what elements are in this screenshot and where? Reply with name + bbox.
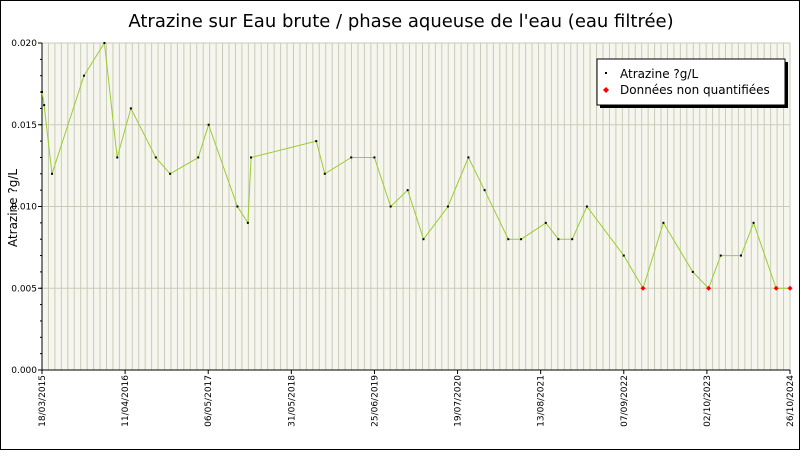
data-point-atrazine xyxy=(752,221,755,224)
data-point-atrazine xyxy=(43,104,46,107)
data-point-atrazine xyxy=(520,238,523,241)
data-point-atrazine xyxy=(483,189,486,192)
legend-box xyxy=(596,58,786,106)
data-point-atrazine xyxy=(169,172,172,175)
data-point-atrazine xyxy=(103,42,106,44)
y-tick-label: 0.005 xyxy=(11,284,37,294)
legend-marker-atrazine xyxy=(605,72,607,74)
data-point-atrazine xyxy=(250,156,253,159)
data-point-atrazine xyxy=(154,156,157,159)
data-point-atrazine xyxy=(129,107,132,110)
y-axis-label: Atrazine ?g/L xyxy=(6,169,20,247)
data-point-non-quantified xyxy=(773,285,779,291)
data-point-atrazine xyxy=(571,238,574,241)
y-tick-label: 0.015 xyxy=(11,121,37,131)
y-tick-label: 0.010 xyxy=(11,203,37,213)
legend-label-atrazine: Atrazine ?g/L xyxy=(620,67,698,81)
data-point-atrazine xyxy=(197,156,200,159)
series-line-atrazine xyxy=(41,41,790,290)
data-point-atrazine xyxy=(315,140,318,143)
x-tick-label: 18/03/2015 xyxy=(38,375,48,427)
data-point-atrazine xyxy=(82,74,85,77)
data-point-atrazine xyxy=(467,156,470,159)
data-point-non-quantified xyxy=(706,285,712,291)
legend: Atrazine ?g/L Données non quantifiées xyxy=(596,58,788,108)
y-tick-label: 0.000 xyxy=(11,366,37,376)
data-point-atrazine xyxy=(719,254,722,257)
data-point-atrazine xyxy=(236,205,239,208)
x-tick-label: 02/10/2023 xyxy=(703,375,713,427)
data-point-atrazine xyxy=(350,156,353,159)
data-point-atrazine xyxy=(373,156,376,159)
x-tick-label: 06/05/2017 xyxy=(204,375,214,427)
data-point-atrazine xyxy=(446,205,449,208)
data-point-atrazine xyxy=(662,221,665,224)
data-point-atrazine xyxy=(622,254,625,257)
y-tick-label: 0.020 xyxy=(11,39,37,49)
axes: 0.000 0.005 0.010 0.015 0.020 18/03/2015 11/04… xyxy=(11,39,796,427)
data-point-atrazine xyxy=(557,238,560,241)
data-point-atrazine xyxy=(51,172,54,175)
data-point-atrazine xyxy=(739,254,742,257)
data-point-atrazine xyxy=(544,221,547,224)
x-tick-label: 11/04/2016 xyxy=(121,375,131,427)
x-tick-label: 19/07/2020 xyxy=(454,375,464,427)
data-point-atrazine xyxy=(691,270,694,273)
legend-label-non-quantified: Données non quantifiées xyxy=(620,83,770,97)
data-point-atrazine xyxy=(207,123,210,126)
x-tick-label: 31/05/2018 xyxy=(287,375,297,427)
data-point-atrazine xyxy=(406,189,409,192)
x-tick-label: 07/09/2022 xyxy=(620,375,630,427)
data-point-atrazine xyxy=(389,205,392,208)
x-tick-label: 26/10/2024 xyxy=(786,375,796,427)
data-point-atrazine xyxy=(116,156,119,159)
legend-marker-non-quantified xyxy=(603,87,609,93)
x-tick-label: 13/08/2021 xyxy=(537,375,547,427)
data-point-atrazine xyxy=(585,205,588,208)
x-tick-label: 25/06/2019 xyxy=(370,375,380,427)
data-point-non-quantified xyxy=(787,285,793,291)
data-point-non-quantified xyxy=(640,285,646,291)
data-point-atrazine xyxy=(41,91,43,94)
chart-title: Atrazine sur Eau brute / phase aqueuse d… xyxy=(128,11,673,32)
data-point-atrazine xyxy=(507,238,510,241)
series-layer xyxy=(41,41,793,291)
data-point-atrazine xyxy=(422,238,425,241)
data-point-atrazine xyxy=(246,221,249,224)
data-point-atrazine xyxy=(323,172,326,175)
